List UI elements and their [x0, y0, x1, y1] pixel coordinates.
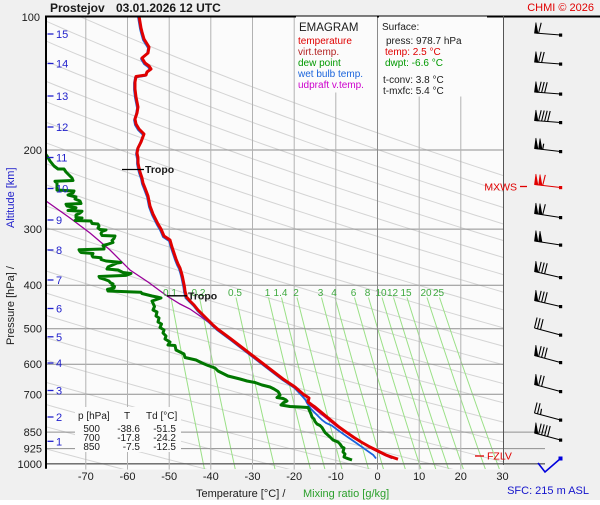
- svg-text:0.5: 0.5: [228, 288, 242, 299]
- svg-text:200: 200: [24, 145, 42, 157]
- svg-text:500: 500: [24, 324, 42, 336]
- svg-text:-70: -70: [78, 471, 94, 483]
- svg-text:1: 1: [265, 288, 271, 299]
- svg-text:5: 5: [56, 332, 62, 344]
- svg-text:14: 14: [56, 59, 68, 71]
- svg-text:-10: -10: [328, 471, 344, 483]
- svg-text:2: 2: [293, 288, 299, 299]
- svg-text:EMAGRAM: EMAGRAM: [299, 22, 358, 34]
- svg-text:Mixing ratio [g/kg]: Mixing ratio [g/kg]: [303, 488, 389, 500]
- svg-text:10: 10: [413, 471, 425, 483]
- svg-text:wet bulb temp.: wet bulb temp.: [297, 69, 363, 80]
- svg-text:Surface:: Surface:: [382, 22, 419, 33]
- svg-text:Tropo: Tropo: [145, 164, 174, 176]
- svg-text:-50: -50: [161, 471, 177, 483]
- svg-text:03.01.2026 12 UTC: 03.01.2026 12 UTC: [116, 1, 221, 15]
- svg-text:0.1: 0.1: [163, 288, 177, 299]
- svg-text:-30: -30: [245, 471, 261, 483]
- svg-text:20: 20: [455, 471, 467, 483]
- svg-text:Temperature [°C] /: Temperature [°C] /: [196, 488, 286, 500]
- svg-text:400: 400: [24, 280, 42, 292]
- svg-text:-12.5: -12.5: [153, 442, 176, 453]
- svg-text:T: T: [124, 411, 130, 422]
- svg-text:700: 700: [83, 433, 100, 444]
- svg-text:Prostejov: Prostejov: [50, 1, 105, 15]
- svg-text:-40: -40: [203, 471, 219, 483]
- svg-text:15: 15: [56, 29, 68, 41]
- svg-text:0: 0: [374, 471, 380, 483]
- svg-text:3: 3: [56, 386, 62, 398]
- svg-text:Altitude [km]: Altitude [km]: [5, 167, 17, 228]
- svg-text:8: 8: [365, 288, 371, 299]
- svg-text:3: 3: [318, 288, 324, 299]
- svg-text:6: 6: [351, 288, 357, 299]
- svg-text:t-mxfc: 5.4 °C: t-mxfc: 5.4 °C: [383, 86, 444, 97]
- svg-text:-24.2: -24.2: [153, 433, 176, 444]
- svg-text:600: 600: [24, 359, 42, 371]
- svg-text:1000: 1000: [18, 459, 42, 471]
- svg-text:dwpt: -6.6 °C: dwpt: -6.6 °C: [385, 58, 443, 69]
- svg-text:p [hPa]: p [hPa]: [78, 411, 110, 422]
- svg-text:temperature: temperature: [298, 36, 352, 47]
- svg-text:temp: 2.5 °C: temp: 2.5 °C: [385, 47, 441, 58]
- svg-text:850: 850: [24, 427, 42, 439]
- svg-text:-38.6: -38.6: [117, 424, 140, 435]
- svg-text:-7.5: -7.5: [123, 442, 141, 453]
- svg-text:25: 25: [433, 288, 445, 299]
- svg-text:10: 10: [56, 184, 68, 196]
- svg-text:10: 10: [375, 288, 387, 299]
- svg-text:press: 978.7 hPa: press: 978.7 hPa: [386, 36, 462, 47]
- svg-text:8: 8: [56, 245, 62, 257]
- svg-text:Tropo: Tropo: [188, 291, 217, 303]
- svg-text:850: 850: [83, 442, 100, 453]
- svg-text:20: 20: [420, 288, 432, 299]
- svg-text:13: 13: [56, 91, 68, 103]
- svg-text:100: 100: [22, 12, 40, 24]
- svg-text:dew point: dew point: [298, 58, 341, 69]
- svg-text:4: 4: [331, 288, 337, 299]
- svg-text:1: 1: [56, 436, 62, 448]
- svg-text:700: 700: [24, 389, 42, 401]
- svg-text:udpraft v.temp.: udpraft v.temp.: [298, 80, 364, 91]
- svg-text:Pressure [hPa] /: Pressure [hPa] /: [5, 265, 17, 345]
- svg-text:30: 30: [496, 471, 508, 483]
- svg-text:12: 12: [56, 122, 68, 134]
- svg-text:-17.8: -17.8: [117, 433, 140, 444]
- svg-text:4: 4: [56, 358, 62, 370]
- svg-text:7: 7: [56, 275, 62, 287]
- svg-text:500: 500: [83, 424, 100, 435]
- svg-text:1.4: 1.4: [274, 288, 288, 299]
- svg-text:6: 6: [56, 304, 62, 316]
- svg-text:300: 300: [24, 224, 42, 236]
- svg-text:12: 12: [387, 288, 399, 299]
- svg-text:SFC: 215 m ASL: SFC: 215 m ASL: [507, 485, 589, 497]
- svg-text:925: 925: [24, 444, 42, 456]
- svg-text:0.2: 0.2: [192, 288, 206, 299]
- svg-text:virt.temp.: virt.temp.: [298, 47, 339, 58]
- svg-text:-20: -20: [286, 471, 302, 483]
- svg-text:11: 11: [56, 153, 67, 165]
- svg-text:-51.5: -51.5: [153, 424, 176, 435]
- svg-text:9: 9: [56, 215, 62, 227]
- svg-text:FZLV: FZLV: [487, 451, 512, 463]
- svg-text:CHMI © 2026: CHMI © 2026: [527, 2, 594, 14]
- svg-text:t-conv: 3.8 °C: t-conv: 3.8 °C: [383, 75, 444, 86]
- svg-text:Td [°C]: Td [°C]: [146, 411, 177, 422]
- svg-text:2: 2: [56, 412, 62, 424]
- svg-text:-60: -60: [120, 471, 136, 483]
- svg-text:15: 15: [400, 288, 412, 299]
- svg-text:MXWS: MXWS: [484, 182, 517, 194]
